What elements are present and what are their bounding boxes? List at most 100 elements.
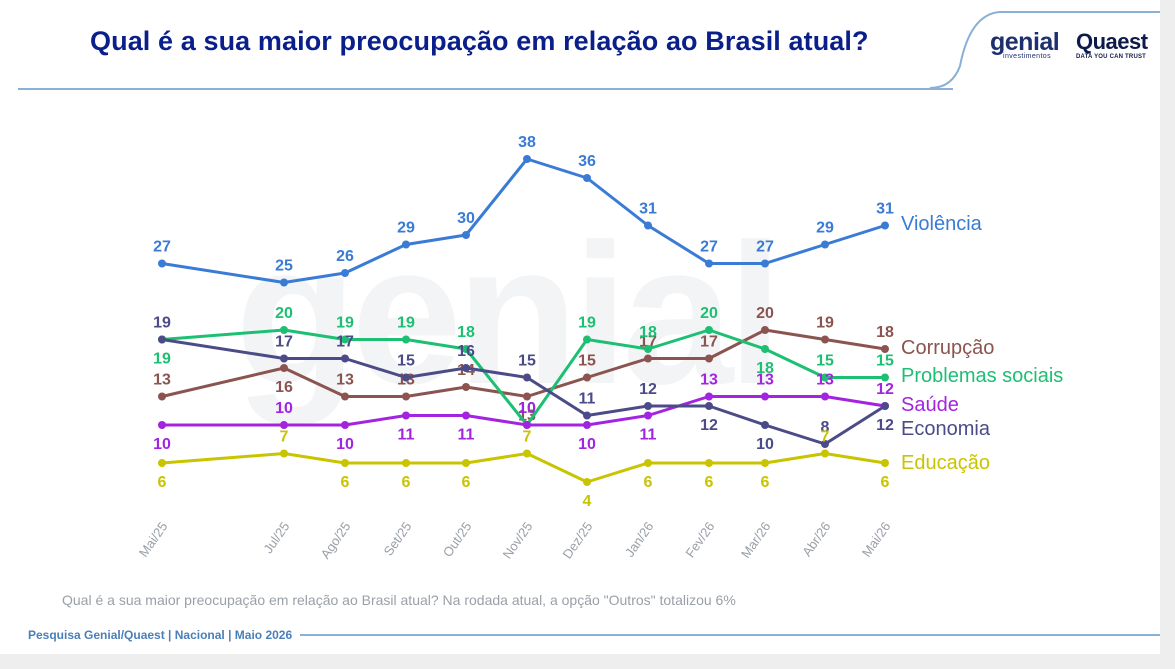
data-point [280, 364, 288, 372]
data-label: 13 [700, 372, 718, 389]
data-label: 11 [579, 391, 596, 408]
series-line-4 [161, 338, 886, 446]
series-line-1 [161, 328, 886, 398]
data-point [881, 373, 889, 382]
data-label: 10 [275, 400, 293, 417]
x-tick-label: Abr/26 [799, 519, 833, 559]
data-point [881, 345, 889, 353]
data-point [341, 269, 349, 277]
data-point [280, 421, 288, 429]
data-point [761, 259, 769, 268]
series-line-3 [162, 395, 886, 427]
data-label: 15 [397, 353, 415, 370]
data-label: 18 [639, 324, 657, 341]
data-label: 17 [275, 334, 293, 351]
data-label: 29 [816, 220, 834, 237]
data-point [821, 373, 829, 382]
data-point [761, 421, 769, 429]
data-point [583, 421, 591, 429]
data-point [644, 411, 652, 420]
header-curve [930, 11, 1160, 89]
quaest-logo-subtitle: DATA YOU CAN TRUST [1076, 54, 1147, 60]
data-label: 18 [457, 324, 475, 341]
data-label: 16 [457, 343, 475, 360]
series-line-5 [161, 452, 886, 484]
data-label: 11 [640, 427, 657, 444]
data-label: 31 [639, 201, 657, 218]
data-point [705, 392, 713, 401]
data-label: 10 [518, 400, 536, 417]
data-point [341, 335, 349, 344]
data-point [644, 345, 652, 353]
data-point [821, 240, 829, 249]
data-label: 13 [336, 372, 354, 389]
x-tick-label: Jul/25 [260, 519, 292, 556]
data-label: 4 [583, 493, 592, 510]
data-point [158, 335, 166, 344]
data-label: 19 [816, 315, 834, 332]
data-point [644, 221, 652, 230]
data-label: 18 [756, 360, 774, 377]
data-point [523, 155, 531, 163]
legend-label: Violência [901, 213, 983, 235]
data-label: 19 [578, 315, 596, 332]
data-point [644, 354, 652, 363]
legend-label: Corrupção [901, 337, 994, 359]
data-label: 30 [457, 210, 475, 227]
x-tick-label: Mai/25 [136, 519, 171, 560]
data-point [705, 326, 713, 334]
data-label: 27 [153, 239, 171, 256]
data-label: 10 [756, 436, 774, 453]
x-tick-label: Set/25 [381, 519, 415, 558]
data-point [881, 459, 889, 467]
data-label: 10 [153, 436, 171, 453]
footer-divider [300, 634, 1160, 636]
source-label: Pesquisa Genial/Quaest | Nacional | Maio… [28, 628, 293, 642]
data-label: 25 [275, 258, 293, 275]
data-point [523, 449, 531, 458]
data-label: 6 [462, 474, 471, 491]
data-point [341, 354, 349, 363]
data-label: 15 [816, 353, 834, 370]
footnote: Qual é a sua maior preocupação em relaçã… [62, 592, 736, 608]
data-point [462, 459, 470, 467]
data-label: 6 [644, 474, 653, 491]
series-line-0 [161, 157, 886, 284]
data-point [402, 392, 410, 401]
data-point [523, 421, 531, 429]
data-label: 11 [398, 427, 415, 444]
data-point [402, 335, 410, 344]
data-label: 29 [397, 220, 415, 237]
data-point [402, 459, 410, 467]
data-label: 11 [458, 427, 475, 444]
x-tick-label: Out/25 [440, 519, 475, 560]
legend-label: Problemas sociais [901, 365, 1063, 387]
data-label: 7 [523, 429, 532, 446]
data-label: 38 [518, 134, 536, 151]
data-point [402, 411, 410, 420]
data-point [821, 335, 829, 344]
quaest-logo: Quaest [1076, 29, 1148, 54]
data-label: 20 [700, 305, 718, 322]
data-label: 6 [341, 474, 350, 491]
data-point [523, 392, 531, 401]
x-tick-label: Jan/26 [622, 519, 657, 560]
data-label: 6 [705, 474, 714, 491]
data-label: 31 [876, 201, 894, 218]
data-label: 12 [700, 417, 718, 434]
data-point [280, 354, 288, 363]
data-label: 18 [876, 324, 894, 341]
data-label: 10 [518, 400, 536, 417]
data-point [821, 392, 829, 401]
data-point [705, 402, 713, 410]
data-label: 6 [402, 474, 411, 491]
legend-label: Educação [901, 452, 990, 474]
data-point [462, 345, 470, 353]
data-label: 7 [280, 429, 289, 446]
data-point [761, 345, 769, 353]
data-label: 20 [275, 305, 293, 322]
data-label: 15 [518, 353, 536, 370]
data-point [821, 449, 829, 458]
data-label: 13 [153, 372, 171, 389]
